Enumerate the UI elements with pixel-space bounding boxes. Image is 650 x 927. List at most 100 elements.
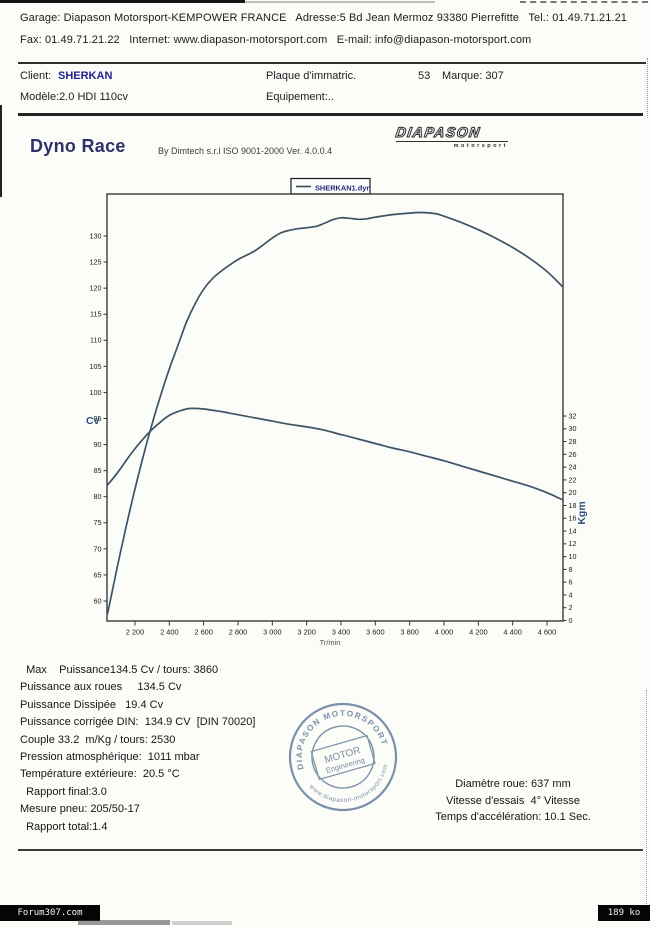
result-line: Rapport total:1.4: [20, 820, 108, 833]
x-tick-label: 2 600: [194, 628, 213, 637]
x-tick-label: 3 600: [366, 628, 385, 637]
result-line: Mesure pneu: 205/50-17: [20, 803, 140, 816]
left-tick-label: 70: [94, 544, 102, 553]
left-tick-label: 85: [94, 466, 102, 475]
client-label: Client:: [20, 70, 52, 82]
right-tick-label: 2: [569, 603, 573, 612]
right-tick-label: 6: [569, 578, 573, 587]
result-line: Pression atmosphérique: 1011 mbar: [20, 751, 200, 764]
x-tick-label: 4 600: [538, 628, 557, 637]
result-line: Température extérieure: 20.5 °C: [20, 768, 180, 781]
separator-3: [18, 849, 643, 851]
result-line: Couple 33.2 m/Kg / tours: 2530: [20, 733, 176, 746]
right-axis-title: Kgm: [576, 501, 588, 524]
x-tick-label: 2 400: [160, 628, 179, 637]
results-block: Max Puissance134.5 Cv / tours: 3860 Puiss…: [20, 662, 350, 836]
right-tick-label: 22: [569, 475, 577, 484]
left-tick-label: 65: [94, 570, 102, 579]
right-tick-label: 16: [569, 514, 577, 523]
brand-label: Marque: 307: [442, 70, 504, 82]
diapason-logo: DIAPASON motorsport: [394, 124, 508, 149]
left-tick-label: 75: [94, 518, 102, 527]
scan-artifact-bottom-2: [172, 921, 232, 925]
test-info-line: Diamètre roue: 637 mm: [455, 778, 571, 790]
left-tick-label: 100: [90, 388, 102, 397]
equipment-label: Equipement:..: [266, 91, 334, 103]
scan-artifact-bottom: [78, 920, 170, 925]
report-title: Dyno Race: [30, 136, 126, 156]
x-tick-label: 4 400: [503, 628, 522, 637]
footer-filesize: 189 ko: [598, 905, 650, 921]
left-tick-label: 90: [94, 440, 102, 449]
stamp-outer-ring: [288, 702, 398, 812]
power-curve: [106, 211, 564, 615]
torque-curve: [106, 407, 564, 501]
right-tick-label: 14: [569, 526, 577, 535]
left-axis-title: Cv: [86, 415, 100, 427]
x-axis-title: Tr/min: [320, 638, 341, 647]
scan-artifact-top-mid: [245, 1, 435, 3]
x-tick-label: 2 800: [229, 628, 248, 637]
result-line: Rapport final:3.0: [20, 785, 107, 798]
result-line: Puissance Dissipée 19.4 Cv: [20, 698, 164, 711]
scan-artifact-right-edge: [646, 690, 647, 908]
x-tick-label: 4 200: [469, 628, 488, 637]
right-tick-label: 28: [569, 437, 577, 446]
garage-header-line1: Garage: Diapason Motorsport-KEMPOWER FRA…: [20, 12, 628, 24]
footer-watermark: Forum307.com: [0, 905, 100, 921]
right-tick-label: 12: [569, 539, 577, 548]
right-tick-label: 0: [569, 616, 573, 625]
test-info-line: Vitesse d'essais 4° Vitesse: [446, 794, 580, 807]
left-tick-label: 95: [94, 414, 102, 423]
motorsport-stamp: DIAPASON MOTORSPORT www.diapason-motorsp…: [283, 697, 398, 814]
right-tick-label: 18: [569, 501, 577, 510]
right-tick-label: 32: [569, 411, 577, 420]
x-tick-label: 3 800: [400, 628, 419, 637]
left-tick-label: 110: [90, 336, 101, 345]
scan-artifact-top-right: [520, 1, 648, 3]
test-info-line: Temps d'accélération: 10.1 Sec.: [435, 811, 591, 823]
left-tick-label: 60: [94, 596, 102, 605]
left-tick-label: 105: [90, 362, 102, 371]
left-tick-label: 120: [90, 284, 102, 293]
x-tick-label: 3 200: [297, 628, 316, 637]
right-tick-label: 24: [569, 463, 577, 472]
separator-1: [18, 62, 646, 64]
left-tick-label: 115: [90, 310, 101, 319]
client-name: SHERKAN: [58, 70, 113, 82]
left-tick-label: 125: [90, 257, 102, 266]
right-tick-label: 8: [569, 565, 573, 574]
left-tick-label: 80: [94, 492, 102, 501]
scan-artifact-left-edge: [0, 105, 2, 197]
plate-label: Plaque d'immatric.: [266, 70, 357, 82]
right-tick-label: 10: [569, 552, 577, 561]
diapason-logo-subtext: motorsport: [396, 141, 508, 149]
dyno-chart: SHERKAN1.dyn6065707580859095100105110115…: [86, 177, 588, 647]
right-tick-label: 30: [569, 424, 577, 433]
garage-header-line2: Fax: 01.49.71.21.22 Internet: www.diapas…: [20, 34, 532, 46]
scan-artifact-top-left: [0, 0, 245, 3]
x-tick-label: 2 200: [126, 628, 145, 637]
right-tick-label: 20: [569, 488, 577, 497]
plate-value: 53: [418, 70, 431, 82]
x-tick-label: 4 000: [435, 628, 454, 637]
left-tick-label: 130: [90, 231, 102, 240]
scan-artifact-right-edge-top: [647, 58, 648, 118]
report-subtitle: By Dimtech s.r.l ISO 9001-2000 Ver. 4.0.…: [158, 146, 333, 156]
result-line: Puissance aux roues 134.5 Cv: [20, 681, 182, 694]
right-tick-label: 4: [569, 590, 573, 599]
x-tick-label: 3 400: [332, 628, 351, 637]
separator-2: [18, 113, 643, 116]
x-tick-label: 3 000: [263, 628, 282, 637]
test-info-block: Diamètre roue: 637 mm Vitesse d'essais 4°…: [418, 776, 608, 826]
stamp-center-box: [310, 734, 376, 781]
stamp-inner-ring: [311, 725, 375, 789]
client-model: Modèle:2.0 HDI 110cv: [20, 91, 129, 103]
plot-border: [106, 193, 564, 622]
legend-label: SHERKAN1.dyn: [315, 184, 371, 193]
right-tick-label: 26: [569, 450, 577, 459]
diapason-logo-text: DIAPASON: [394, 124, 482, 141]
result-line: Max Puissance134.5 Cv / tours: 3860: [20, 664, 219, 676]
result-line: Puissance corrigée DIN: 134.9 CV [DIN 70…: [20, 716, 256, 729]
